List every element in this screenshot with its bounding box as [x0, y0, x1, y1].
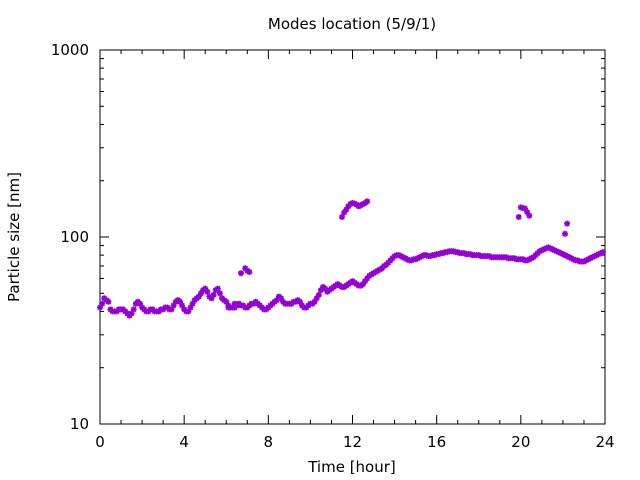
data-point	[130, 306, 137, 313]
axis-tick-labels: 0 4 8 12 16 20 24 10 100 1000	[51, 41, 615, 451]
data-point	[547, 245, 554, 252]
data-point	[128, 310, 135, 317]
x-tick-label: 24	[595, 433, 614, 451]
data-point	[187, 304, 194, 311]
data-point	[208, 295, 215, 302]
data-point	[246, 269, 253, 275]
x-tick-label: 12	[343, 433, 362, 451]
y-tick-label: 10	[70, 415, 89, 433]
x-tick-label: 16	[427, 433, 446, 451]
data-point	[515, 214, 522, 220]
data-point	[238, 270, 244, 277]
data-point	[216, 290, 223, 297]
data-point	[273, 297, 280, 304]
data-point	[423, 252, 430, 259]
x-axis-label: Time [hour]	[307, 458, 396, 476]
data-point	[195, 293, 202, 300]
data-point	[105, 298, 112, 305]
data-point	[364, 275, 371, 282]
data-point	[450, 248, 457, 255]
data-point	[313, 295, 320, 302]
data-point	[553, 248, 560, 255]
data-point	[214, 285, 221, 292]
data-point	[170, 302, 177, 309]
data-point	[189, 300, 196, 307]
data-point	[168, 306, 175, 313]
data-point	[599, 249, 606, 256]
data-point	[545, 244, 552, 251]
axis-ticks	[99, 49, 606, 425]
data-point	[524, 209, 531, 215]
chart-title: Modes location (5/9/1)	[268, 15, 436, 33]
data-point	[543, 245, 550, 252]
plot-frame	[99, 49, 606, 425]
data-point	[317, 287, 324, 294]
data-point	[225, 304, 232, 311]
y-axis-label: Particle size [nm]	[5, 172, 23, 302]
data-point	[315, 291, 322, 298]
x-tick-label: 20	[511, 433, 530, 451]
data-point	[364, 198, 371, 205]
data-point	[210, 291, 217, 298]
data-point	[278, 295, 284, 302]
data-point	[322, 285, 329, 292]
y-tick-label: 100	[60, 228, 89, 246]
data-point	[343, 206, 350, 213]
x-tick-label: 0	[95, 433, 105, 451]
data-point	[137, 300, 143, 307]
data-point	[202, 285, 209, 292]
data-point	[179, 302, 186, 309]
data-point	[97, 304, 103, 311]
data-point	[177, 298, 183, 305]
data-point	[341, 209, 348, 216]
data-point	[541, 246, 547, 253]
data-point	[185, 308, 192, 315]
data-point	[223, 298, 230, 305]
y-tick-label: 1000	[51, 41, 89, 59]
data-point	[444, 249, 451, 256]
data-point	[562, 230, 568, 237]
data-point	[339, 214, 345, 220]
x-tick-label: 8	[264, 433, 274, 451]
data-point	[311, 298, 318, 305]
data-point	[296, 298, 303, 305]
data-point	[564, 220, 571, 227]
data-point	[362, 278, 369, 285]
data-point	[526, 212, 533, 219]
data-point	[231, 300, 238, 307]
data-point	[204, 288, 211, 295]
data-point	[99, 300, 106, 307]
data-point	[198, 290, 204, 297]
data-points	[97, 198, 606, 319]
x-tick-label: 4	[179, 433, 189, 451]
data-point	[360, 281, 366, 288]
data-point	[242, 265, 249, 272]
data-point	[522, 205, 528, 212]
